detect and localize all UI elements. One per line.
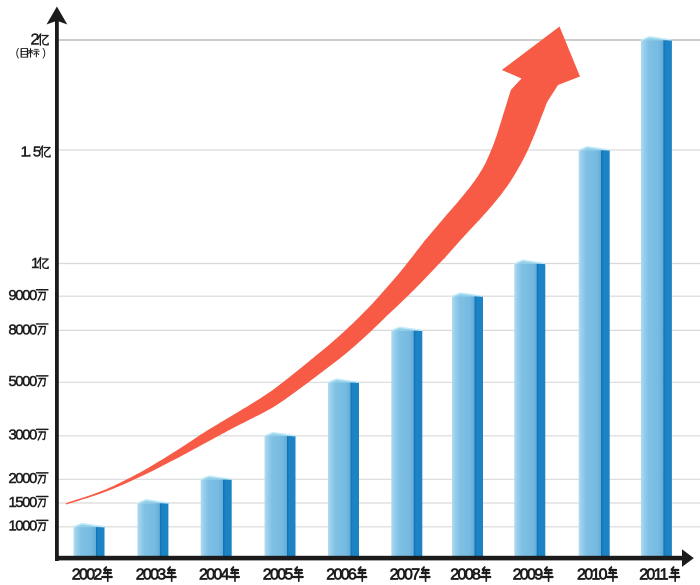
svg-text:2008: 2008 [450,567,481,584]
svg-text:8000: 8000 [8,321,37,338]
svg-text:1000: 1000 [8,518,37,535]
svg-text:(: ( [16,47,20,59]
svg-text:1. 5: 1. 5 [21,144,41,161]
svg-text:2: 2 [30,32,39,49]
svg-text:2009: 2009 [513,567,544,584]
svg-text:1500: 1500 [8,494,37,511]
svg-text:3000: 3000 [8,427,37,444]
svg-text:2006: 2006 [326,567,357,584]
svg-text:1: 1 [31,255,39,272]
svg-text:2003: 2003 [136,567,167,584]
svg-text:2000: 2000 [8,470,37,487]
svg-text:2005: 2005 [263,567,294,584]
svg-text:9000: 9000 [8,287,37,304]
svg-text:2010: 2010 [577,567,608,584]
svg-text:5000: 5000 [8,373,37,390]
svg-text:2007: 2007 [390,567,421,584]
svg-text:2011: 2011 [639,567,668,584]
svg-text:2004: 2004 [199,567,230,584]
svg-text:2002: 2002 [72,567,103,584]
svg-text:): ) [42,47,46,59]
